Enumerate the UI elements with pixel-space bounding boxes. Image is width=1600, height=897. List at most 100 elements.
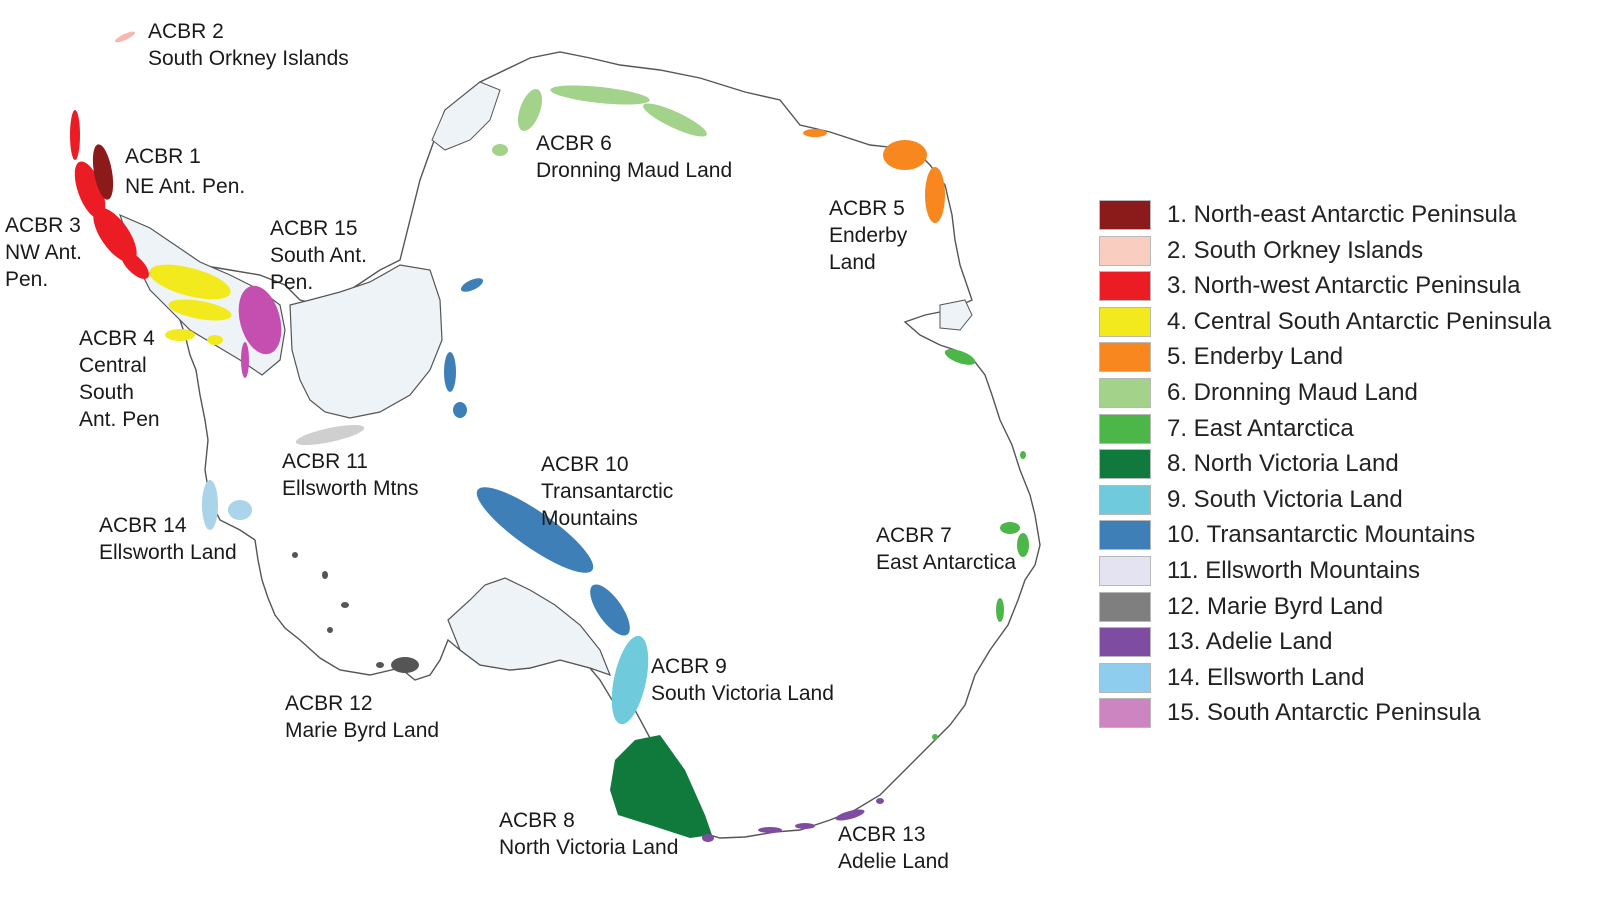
label-acbr12: ACBR 12 Marie Byrd Land xyxy=(285,690,439,744)
legend-swatch xyxy=(1099,484,1151,515)
label-acbr13-name: Adelie Land xyxy=(838,850,949,873)
region-acbr11 xyxy=(295,425,365,445)
region-acbr8 xyxy=(610,735,712,838)
label-acbr7-code: ACBR 7 xyxy=(876,524,952,547)
legend-label: 15. South Antarctic Peninsula xyxy=(1167,699,1481,727)
label-acbr10-code: ACBR 10 xyxy=(541,453,629,476)
legend-swatch xyxy=(1099,306,1151,337)
legend-item: 8. North Victoria Land xyxy=(1099,449,1599,480)
label-acbr7: ACBR 7 East Antarctica xyxy=(876,522,1016,576)
label-acbr9-name: South Victoria Land xyxy=(651,682,834,705)
legend-swatch xyxy=(1099,413,1151,444)
label-acbr2: ACBR 2 South Orkney Islands xyxy=(148,18,349,72)
legend-label: 2. South Orkney Islands xyxy=(1167,236,1424,264)
label-acbr3-line1: NW Ant. xyxy=(5,241,83,264)
legend-item: 4. Central South Antarctic Peninsula xyxy=(1099,306,1599,337)
legend-swatch xyxy=(1099,698,1151,729)
label-acbr10: ACBR 10 Transantarctic Mountains xyxy=(541,451,673,532)
antarctica-map xyxy=(70,31,1041,842)
label-acbr3-code: ACBR 3 xyxy=(5,214,81,237)
label-acbr2-name: South Orkney Islands xyxy=(148,47,349,70)
legend-label: 13. Adelie Land xyxy=(1167,628,1333,656)
legend-item: 2. South Orkney Islands xyxy=(1099,235,1599,266)
legend-item: 14. Ellsworth Land xyxy=(1099,662,1599,693)
label-acbr4-line3: Ant. Pen xyxy=(79,408,160,431)
legend-item: 1. North-east Antarctic Peninsula xyxy=(1099,200,1599,230)
region-acbr13 xyxy=(702,798,884,842)
legend-label: 12. Marie Byrd Land xyxy=(1167,592,1384,620)
label-acbr8: ACBR 8 North Victoria Land xyxy=(499,807,678,861)
label-acbr4: ACBR 4 Central South Ant. Pen xyxy=(79,325,160,433)
label-acbr15: ACBR 15 South Ant. Pen. xyxy=(270,215,367,296)
legend-swatch xyxy=(1099,235,1151,266)
label-acbr1-name: NE Ant. Pen. xyxy=(125,175,246,198)
label-acbr8-code: ACBR 8 xyxy=(499,809,575,832)
label-acbr1: ACBR 1 NE Ant. Pen. xyxy=(125,143,245,200)
legend-item: 5. Enderby Land xyxy=(1099,342,1599,373)
label-acbr15-code: ACBR 15 xyxy=(270,217,358,240)
legend-item: 10. Transantarctic Mountains xyxy=(1099,520,1599,551)
label-acbr13: ACBR 13 Adelie Land xyxy=(838,821,949,875)
legend-item: 11. Ellsworth Mountains xyxy=(1099,556,1599,586)
legend-label: 7. East Antarctica xyxy=(1167,414,1354,442)
legend-swatch xyxy=(1099,627,1151,658)
legend-swatch xyxy=(1099,378,1151,408)
legend-item: 6. Dronning Maud Land xyxy=(1099,378,1599,408)
legend-swatch xyxy=(1099,520,1151,551)
label-acbr11: ACBR 11 Ellsworth Mtns xyxy=(282,448,419,502)
label-acbr12-name: Marie Byrd Land xyxy=(285,719,440,742)
label-acbr10-line2: Mountains xyxy=(541,507,638,530)
label-acbr15-line1: South Ant. xyxy=(270,244,367,267)
legend-label: 14. Ellsworth Land xyxy=(1167,663,1365,691)
legend-item: 3. North-west Antarctic Peninsula xyxy=(1099,271,1599,302)
region-acbr4 xyxy=(149,264,232,345)
legend-label: 5. Enderby Land xyxy=(1167,343,1344,371)
legend-label: 10. Transantarctic Mountains xyxy=(1167,521,1476,549)
legend-label: 6. Dronning Maud Land xyxy=(1167,379,1418,406)
east-ice-edge xyxy=(939,299,973,331)
legend-swatch xyxy=(1099,591,1151,622)
label-acbr6-code: ACBR 6 xyxy=(536,132,612,155)
region-acbr7 xyxy=(932,349,1029,740)
ross-ice-shelf xyxy=(447,577,612,677)
legend-item: 7. East Antarctica xyxy=(1099,413,1599,444)
legend-swatch xyxy=(1099,662,1151,693)
label-acbr9: ACBR 9 South Victoria Land xyxy=(651,653,834,707)
region-acbr3 xyxy=(70,110,149,279)
label-acbr7-name: East Antarctica xyxy=(876,551,1017,574)
legend-item: 12. Marie Byrd Land xyxy=(1099,591,1599,622)
legend-swatch xyxy=(1099,271,1151,302)
legend-label: 11. Ellsworth Mountains xyxy=(1167,557,1421,584)
legend-item: 13. Adelie Land xyxy=(1099,627,1599,658)
label-acbr6: ACBR 6 Dronning Maud Land xyxy=(536,130,732,184)
region-acbr1 xyxy=(92,144,114,200)
region-acbr5 xyxy=(803,129,945,223)
label-acbr14-code: ACBR 14 xyxy=(99,514,187,537)
label-acbr15-line2: Pen. xyxy=(270,271,314,294)
label-acbr11-name: Ellsworth Mtns xyxy=(282,477,419,500)
label-acbr6-name: Dronning Maud Land xyxy=(536,159,733,182)
label-acbr1-code: ACBR 1 xyxy=(125,145,201,168)
legend-item: 9. South Victoria Land xyxy=(1099,484,1599,515)
legend-item: 15. South Antarctic Peninsula xyxy=(1099,698,1599,729)
label-acbr5: ACBR 5 Enderby Land xyxy=(829,195,907,276)
legend-label: 4. Central South Antarctic Peninsula xyxy=(1167,307,1552,335)
region-acbr14 xyxy=(202,480,252,530)
continent-outline xyxy=(148,51,1041,839)
legend-label: 3. North-west Antarctic Peninsula xyxy=(1167,272,1521,300)
legend-label: 1. North-east Antarctic Peninsula xyxy=(1167,201,1517,228)
label-acbr14: ACBR 14 Ellsworth Land xyxy=(99,512,237,566)
region-acbr10 xyxy=(444,278,630,636)
label-acbr11-code: ACBR 11 xyxy=(282,450,368,473)
legend-label: 9. South Victoria Land xyxy=(1167,485,1403,513)
label-acbr3: ACBR 3 NW Ant. Pen. xyxy=(5,212,82,293)
region-acbr6 xyxy=(492,85,707,156)
label-acbr5-line1: Enderby xyxy=(829,224,908,247)
region-acbr12 xyxy=(292,552,419,673)
legend-label: 8. North Victoria Land xyxy=(1167,450,1399,478)
label-acbr4-line1: Central xyxy=(79,354,147,377)
label-acbr3-line2: Pen. xyxy=(5,268,49,291)
label-acbr5-line2: Land xyxy=(829,251,876,274)
label-acbr5-code: ACBR 5 xyxy=(829,197,905,220)
region-acbr9 xyxy=(611,635,649,725)
